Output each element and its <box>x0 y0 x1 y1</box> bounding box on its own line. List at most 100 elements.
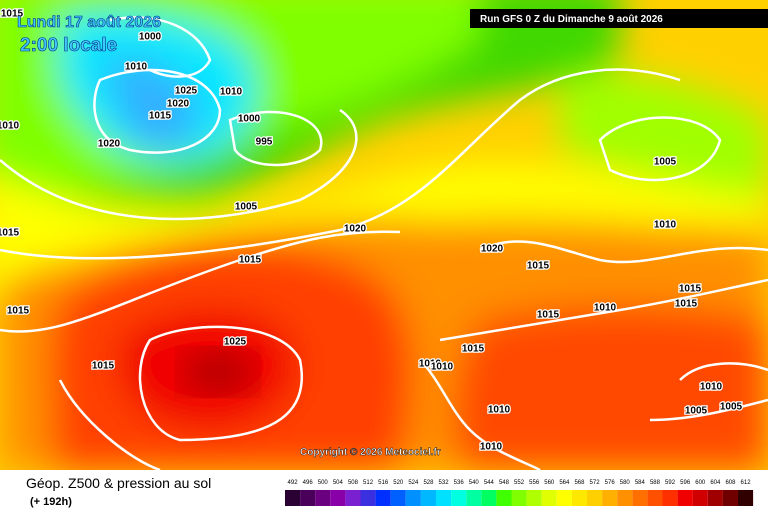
scale-swatch <box>617 490 633 506</box>
scale-swatch <box>390 490 406 506</box>
scale-label: 568 <box>574 480 585 486</box>
scale-label: 520 <box>393 480 404 486</box>
scale-label: 512 <box>363 480 374 486</box>
isobar-label: 1010 <box>700 382 723 393</box>
scale-swatch <box>375 490 391 506</box>
scale-swatch <box>556 490 572 506</box>
color-scale: 492 496 500 504 508 512 516 520 524 528 532 536 540 5… <box>285 480 754 506</box>
scale-label: 604 <box>710 480 721 486</box>
isobar-label: 1015 <box>1 9 24 20</box>
scale-label: 504 <box>333 480 344 486</box>
isobar-label: 1015 <box>675 299 698 310</box>
scale-label: 540 <box>469 480 480 486</box>
scale-swatch <box>632 490 648 506</box>
scale-swatch <box>481 490 497 506</box>
isobar-label: 1010 <box>220 87 243 98</box>
scale-swatch <box>526 490 542 506</box>
isobar-label: 1015 <box>527 261 550 272</box>
isobar-label: 1015 <box>679 284 702 295</box>
scale-swatch <box>451 490 467 506</box>
scale-swatch <box>496 490 512 506</box>
scale-label: 576 <box>605 480 616 486</box>
scale-swatch <box>707 490 723 506</box>
isobar-label: 1025 <box>224 337 247 348</box>
isobar-label: 1015 <box>149 111 172 122</box>
run-box <box>470 9 768 28</box>
scale-label: 592 <box>665 480 676 486</box>
isobar-label: 1010 <box>480 442 503 453</box>
scale-label: 612 <box>741 480 752 486</box>
isobar-label: 1010 <box>654 220 677 231</box>
scale-swatch <box>360 490 376 506</box>
isobar-label: 1015 <box>0 228 20 239</box>
scale-swatch <box>692 490 708 506</box>
isobar-label: 1010 <box>0 121 20 132</box>
copyright: Copyright © 2026 Meteociel.fr <box>300 447 441 458</box>
isobar-label: 1015 <box>462 344 485 355</box>
scale-swatch <box>587 490 603 506</box>
time-label: 2:00 locale <box>20 35 117 56</box>
isobar-label: 995 <box>256 137 273 148</box>
isobar-label: 1015 <box>7 306 30 317</box>
scale-label: 580 <box>620 480 631 486</box>
scale-label: 532 <box>439 480 450 486</box>
isobar-label: 1000 <box>238 114 261 125</box>
isobar-label: 1020 <box>167 99 190 110</box>
run-label: Run GFS 0 Z du Dimanche 9 août 2026 <box>480 14 663 25</box>
scale-label: 508 <box>348 480 359 486</box>
field <box>0 0 768 470</box>
scale-swatch <box>647 490 663 506</box>
isobar-label: 1020 <box>344 224 367 235</box>
scale-label: 524 <box>408 480 419 486</box>
isobar-label: 1020 <box>481 244 504 255</box>
isobar-label: 1005 <box>720 402 743 413</box>
scale-label: 528 <box>423 480 434 486</box>
scale-swatch <box>436 490 452 506</box>
scale-swatch <box>571 490 587 506</box>
scale-swatch <box>541 490 557 506</box>
scale-swatch <box>738 490 754 506</box>
scale-label: 556 <box>529 480 540 486</box>
isobar-label: 1010 <box>419 359 442 370</box>
scale-swatch <box>405 490 421 506</box>
scale-swatch <box>420 490 436 506</box>
scale-swatch <box>511 490 527 506</box>
isobar-label: 1010 <box>488 405 511 416</box>
scale-label: 500 <box>318 480 329 486</box>
scale-label: 560 <box>544 480 555 486</box>
date-label: Lundi 17 août 2026 <box>17 14 161 31</box>
scale-label: 496 <box>303 480 314 486</box>
isobar-label: 1010 <box>431 362 454 373</box>
scale-swatch <box>315 490 331 506</box>
scale-swatch <box>466 490 482 506</box>
scale-swatch <box>662 490 678 506</box>
isobar-label: 1005 <box>654 157 677 168</box>
scale-swatch <box>330 490 346 506</box>
isobar-labels: 1000101010251020101510101000995102010051… <box>0 7 744 454</box>
scale-swatch <box>722 490 738 506</box>
scale-label: 552 <box>514 480 525 486</box>
scale-label: 588 <box>650 480 661 486</box>
isobar-label: 1005 <box>235 202 258 213</box>
isobar-label: 1015 <box>239 255 262 266</box>
scale-label: 548 <box>499 480 510 486</box>
isobar-label: 1015 <box>92 361 115 372</box>
scale-label: 564 <box>559 480 570 486</box>
scale-swatch <box>285 490 301 506</box>
isobar-lines <box>0 16 768 472</box>
scale-swatch <box>345 490 361 506</box>
isobar-label: 1025 <box>175 86 198 97</box>
scale-label: 584 <box>635 480 646 486</box>
legend-title: Géop. Z500 & pression au sol <box>26 475 211 491</box>
legend-subtitle: (+ 192h) <box>30 496 72 508</box>
scale-label: 536 <box>454 480 465 486</box>
isobar-label: 1005 <box>685 406 708 417</box>
scale-label: 516 <box>378 480 389 486</box>
scale-swatch <box>602 490 618 506</box>
scale-label: 572 <box>590 480 601 486</box>
scale-label: 544 <box>484 480 495 486</box>
scale-label: 596 <box>680 480 691 486</box>
isobar-label: 1000 <box>139 32 162 43</box>
isobar-label: 1015 <box>537 310 560 321</box>
